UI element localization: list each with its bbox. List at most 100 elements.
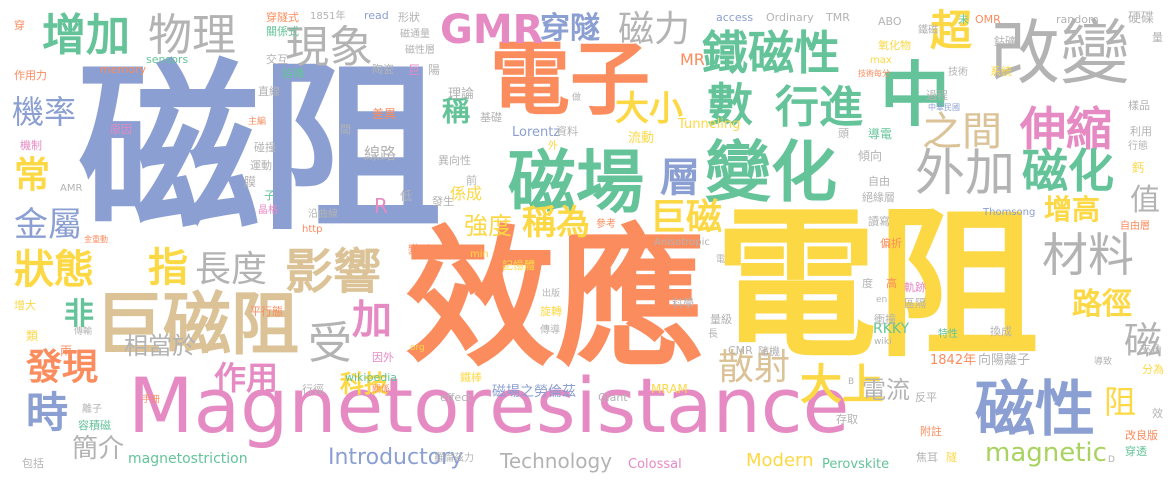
- word-chayi: 差異: [372, 107, 397, 121]
- word-jiegou: 結構: [282, 67, 304, 80]
- word-lorentz-field: 磁場之勞倫茲: [492, 384, 576, 400]
- word-lorentz: Lorentz: [512, 125, 561, 140]
- word-xicheng: 係成: [450, 184, 483, 203]
- word-mr: MR: [680, 50, 705, 69]
- word-lizi: 離子: [82, 404, 102, 415]
- word-wei: 未: [958, 13, 969, 26]
- word-lujing: 路徑: [1072, 287, 1132, 322]
- word-lei: 類: [26, 329, 39, 343]
- word-jinshu: 金屬: [14, 205, 82, 245]
- word-kexue: 科學: [672, 297, 694, 310]
- word-giant: Giant: [598, 391, 628, 404]
- word-random: random: [1056, 13, 1099, 26]
- word-jichu: 基礎: [480, 111, 502, 124]
- word-baokuo: 包括: [22, 457, 44, 470]
- word-bianxing: 變形: [408, 243, 430, 256]
- word-wikipedia: wikipedia: [345, 371, 398, 384]
- word-jizhi: 機制: [20, 139, 42, 152]
- word-chengwei: 稱為: [522, 203, 590, 243]
- word-jucizu: 巨磁阻: [95, 286, 300, 365]
- word-anisotropic: Anisotropic: [654, 237, 710, 248]
- word-qingxiang: 傾向: [858, 149, 883, 163]
- word-xingtai: 行態: [1128, 141, 1148, 152]
- word-chongzhuang: 衝撞: [874, 313, 896, 326]
- word-sensors: sensors: [146, 53, 189, 66]
- word-changdu: 長度: [195, 249, 268, 290]
- word-pianzhe: 偏折: [880, 237, 902, 250]
- word-perovskite: Perovskite: [822, 457, 890, 472]
- word-di: 低: [400, 189, 413, 203]
- word-chang2: 長: [708, 329, 718, 340]
- word-juci: 巨磁: [650, 197, 723, 238]
- word-zhijian: 之間: [922, 109, 1002, 155]
- word-liang2: 兩: [60, 344, 73, 358]
- word-zhonghuaminguo: 中華民國: [928, 103, 960, 112]
- word-quge: 區隔: [904, 297, 926, 310]
- word-zuo: 做: [572, 93, 582, 103]
- word-yingdie: 硬碟: [1128, 11, 1155, 26]
- word-zhixian: 直線: [258, 85, 280, 98]
- word-jueyuanceng: 絕緣層: [862, 191, 895, 204]
- word-cichang: 磁場: [508, 144, 645, 223]
- word-gaibian: 改變: [990, 12, 1130, 94]
- word-effect: effect: [440, 391, 472, 404]
- word-liyong: 利用: [1130, 125, 1152, 138]
- word-gukuang: 鈷礦: [994, 35, 1016, 48]
- word-yundong: 運動: [250, 159, 272, 172]
- word-guanxishi: 關係式: [266, 25, 299, 38]
- word-1842: 1842年: [930, 353, 977, 368]
- word-zi: 子: [264, 189, 275, 202]
- word-introductory: Introductory: [328, 445, 464, 470]
- word-ju: 巨: [408, 63, 421, 77]
- word-read: read: [364, 9, 389, 22]
- word-cixingceng: 磁性層: [405, 45, 435, 56]
- word-r: R: [374, 194, 388, 218]
- word-jiaoer: 焦耳: [916, 451, 938, 464]
- word-shi: 時: [26, 388, 69, 437]
- word-xiaoying: 效應: [405, 213, 706, 387]
- word-zuoyongli: 作用力: [14, 69, 47, 82]
- word-zengda: 增大: [14, 299, 36, 312]
- word-zengjia: 增加: [42, 10, 130, 61]
- word-xingjing: 行徑: [302, 383, 324, 396]
- word-org: org: [410, 343, 425, 353]
- word-yixiangxing: 異向性: [438, 154, 471, 167]
- word-luolunzili: 羅倫茲力: [434, 453, 474, 464]
- word-yingxiang: 影響: [285, 244, 382, 300]
- word-daodian: 導電: [868, 127, 893, 141]
- word-gao: 高: [886, 277, 897, 290]
- word-tieci: 鐵磁: [918, 25, 938, 36]
- word-duxie: 讀寫: [868, 215, 890, 228]
- word-tiecixing: 鐵磁性: [702, 26, 840, 80]
- word-suisui: 穿隧: [540, 11, 600, 46]
- word-suiji: 隨機: [758, 345, 780, 358]
- word-ziyouceng: 自由層: [1120, 221, 1150, 232]
- word-zu: 阻: [1104, 383, 1137, 421]
- word-xingjin: 行進: [775, 82, 863, 133]
- word-wiki: wiki: [874, 337, 892, 347]
- word-gmr: GMR: [440, 7, 544, 53]
- word-chang: 常: [14, 155, 51, 196]
- word-max: max: [870, 55, 892, 66]
- word-cheng: 稱: [438, 96, 471, 124]
- word-liangji: 量級: [710, 313, 732, 326]
- word-shensuo: 伸縮: [1020, 102, 1112, 156]
- word-jishumeifen: 技術每分: [858, 69, 890, 78]
- word-mo: 膜: [244, 175, 257, 189]
- word-dianliu: 電流: [862, 376, 910, 404]
- word-waijia: 外加: [915, 144, 1015, 202]
- word-jiyiti: 記憶體: [502, 259, 535, 272]
- word-tou: 頭: [838, 127, 849, 140]
- word-cmr: CMR: [728, 344, 753, 357]
- word-rkky: RKKY: [873, 321, 910, 337]
- word-tmr: TMR: [826, 11, 850, 24]
- word-rongjici: 容積磁: [78, 419, 111, 432]
- word-fasheng: 發生: [432, 195, 454, 208]
- word-fanping: 反平: [915, 391, 937, 404]
- word-jiaohu: 交互: [266, 53, 288, 66]
- word-zhong: 中: [880, 54, 950, 136]
- word-jiajiao: 夾角: [1140, 343, 1162, 356]
- word-guanxi: 關係: [372, 385, 391, 395]
- word-keji: 科技: [340, 370, 388, 398]
- word-cailiao: 材料: [1042, 228, 1134, 282]
